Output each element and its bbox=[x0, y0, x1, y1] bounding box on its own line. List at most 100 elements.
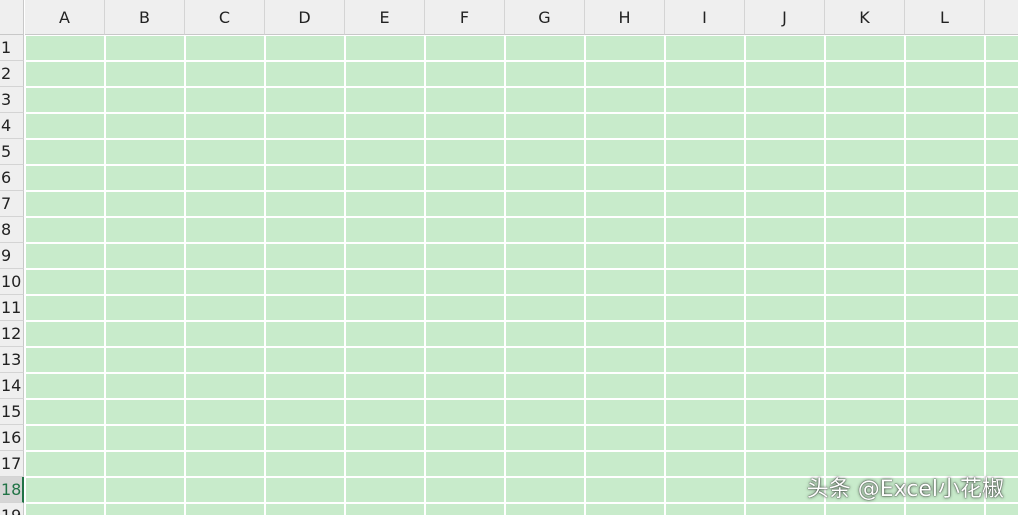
cell[interactable] bbox=[266, 348, 344, 372]
cell[interactable] bbox=[26, 348, 104, 372]
row-header[interactable]: 3 bbox=[0, 87, 24, 113]
cell[interactable] bbox=[266, 192, 344, 216]
column-header[interactable]: I bbox=[665, 0, 745, 35]
cell[interactable] bbox=[506, 504, 584, 515]
cell[interactable] bbox=[26, 478, 104, 502]
cell[interactable] bbox=[586, 62, 664, 86]
cell[interactable] bbox=[186, 348, 264, 372]
cell[interactable] bbox=[826, 244, 904, 268]
cell[interactable] bbox=[266, 322, 344, 346]
cell[interactable] bbox=[26, 166, 104, 190]
cell[interactable] bbox=[506, 218, 584, 242]
cell[interactable] bbox=[346, 140, 424, 164]
cell[interactable] bbox=[986, 296, 1018, 320]
cell[interactable] bbox=[346, 504, 424, 515]
cell[interactable] bbox=[346, 88, 424, 112]
cell[interactable] bbox=[506, 88, 584, 112]
cell[interactable] bbox=[26, 452, 104, 476]
cell[interactable] bbox=[106, 426, 184, 450]
row-header[interactable]: 18 bbox=[0, 477, 24, 503]
cell[interactable] bbox=[106, 400, 184, 424]
cell[interactable] bbox=[426, 114, 504, 138]
cell[interactable] bbox=[986, 218, 1018, 242]
cell[interactable] bbox=[906, 478, 984, 502]
cell[interactable] bbox=[506, 140, 584, 164]
cell[interactable] bbox=[426, 36, 504, 60]
cell[interactable] bbox=[26, 296, 104, 320]
row-header[interactable]: 6 bbox=[0, 165, 24, 191]
cell[interactable] bbox=[426, 296, 504, 320]
cell[interactable] bbox=[666, 114, 744, 138]
cell[interactable] bbox=[746, 374, 824, 398]
cell[interactable] bbox=[986, 374, 1018, 398]
cell[interactable] bbox=[506, 36, 584, 60]
cell[interactable] bbox=[906, 36, 984, 60]
cell[interactable] bbox=[826, 504, 904, 515]
column-header[interactable]: G bbox=[505, 0, 585, 35]
cell[interactable] bbox=[426, 478, 504, 502]
cell[interactable] bbox=[186, 270, 264, 294]
cell[interactable] bbox=[746, 244, 824, 268]
cell[interactable] bbox=[186, 114, 264, 138]
cell[interactable] bbox=[346, 166, 424, 190]
cell[interactable] bbox=[666, 452, 744, 476]
cell[interactable] bbox=[26, 244, 104, 268]
cell[interactable] bbox=[346, 348, 424, 372]
cell[interactable] bbox=[26, 62, 104, 86]
cell[interactable] bbox=[986, 400, 1018, 424]
cell[interactable] bbox=[666, 400, 744, 424]
cell[interactable] bbox=[26, 504, 104, 515]
cell[interactable] bbox=[746, 114, 824, 138]
cell[interactable] bbox=[346, 244, 424, 268]
cell[interactable] bbox=[826, 348, 904, 372]
cell[interactable] bbox=[106, 374, 184, 398]
cell[interactable] bbox=[906, 166, 984, 190]
cell[interactable] bbox=[586, 88, 664, 112]
cell[interactable] bbox=[586, 244, 664, 268]
column-header[interactable] bbox=[985, 0, 1018, 35]
cell[interactable] bbox=[506, 244, 584, 268]
cell[interactable] bbox=[746, 426, 824, 450]
cell[interactable] bbox=[346, 218, 424, 242]
cell[interactable] bbox=[906, 504, 984, 515]
cell[interactable] bbox=[186, 478, 264, 502]
cell[interactable] bbox=[106, 140, 184, 164]
cell[interactable] bbox=[186, 36, 264, 60]
cell[interactable] bbox=[586, 374, 664, 398]
cell[interactable] bbox=[106, 114, 184, 138]
cell[interactable] bbox=[266, 504, 344, 515]
cell[interactable] bbox=[426, 452, 504, 476]
cell[interactable] bbox=[26, 88, 104, 112]
cell[interactable] bbox=[986, 192, 1018, 216]
cell[interactable] bbox=[186, 504, 264, 515]
row-header[interactable]: 1 bbox=[0, 35, 24, 61]
cell[interactable] bbox=[186, 62, 264, 86]
cell[interactable] bbox=[746, 478, 824, 502]
cell[interactable] bbox=[666, 270, 744, 294]
cell[interactable] bbox=[666, 88, 744, 112]
cell[interactable] bbox=[746, 36, 824, 60]
cell[interactable] bbox=[506, 114, 584, 138]
cell[interactable] bbox=[826, 426, 904, 450]
cell[interactable] bbox=[26, 426, 104, 450]
cell[interactable] bbox=[746, 88, 824, 112]
cell[interactable] bbox=[986, 478, 1018, 502]
cell[interactable] bbox=[746, 62, 824, 86]
cell[interactable] bbox=[106, 504, 184, 515]
cell[interactable] bbox=[186, 400, 264, 424]
cell[interactable] bbox=[506, 478, 584, 502]
cell[interactable] bbox=[346, 400, 424, 424]
cell[interactable] bbox=[266, 218, 344, 242]
cell[interactable] bbox=[266, 296, 344, 320]
cell[interactable] bbox=[346, 322, 424, 346]
cell[interactable] bbox=[906, 452, 984, 476]
cell[interactable] bbox=[266, 88, 344, 112]
cell[interactable] bbox=[26, 322, 104, 346]
cell[interactable] bbox=[826, 218, 904, 242]
cell[interactable] bbox=[906, 244, 984, 268]
cell[interactable] bbox=[906, 374, 984, 398]
cell[interactable] bbox=[586, 166, 664, 190]
cell[interactable] bbox=[586, 296, 664, 320]
cell[interactable] bbox=[586, 140, 664, 164]
row-header[interactable]: 13 bbox=[0, 347, 24, 373]
